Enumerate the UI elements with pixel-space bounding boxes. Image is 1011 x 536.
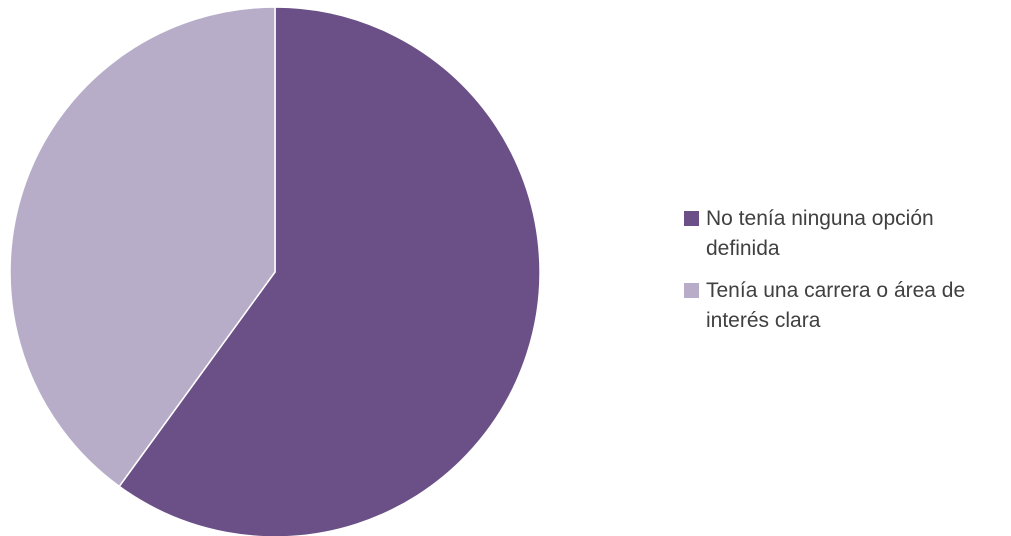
legend-swatch-clear-interest xyxy=(684,283,699,298)
legend-label-no-option: No tenía ninguna opción definida xyxy=(706,207,934,260)
pie-slice-no-option xyxy=(118,6,541,536)
legend-label-clear-interest: Tenía una carrera o área de interés clar… xyxy=(706,279,966,332)
legend-item-clear-interest: Tenía una carrera o área de interés clar… xyxy=(684,276,1004,336)
pie-slice-clear-interest xyxy=(9,6,276,488)
legend-item-no-option: No tenía ninguna opción definida xyxy=(684,204,1004,264)
chart-legend: No tenía ninguna opción definida Tenía u… xyxy=(684,204,1004,348)
legend-swatch-no-option xyxy=(684,211,699,226)
